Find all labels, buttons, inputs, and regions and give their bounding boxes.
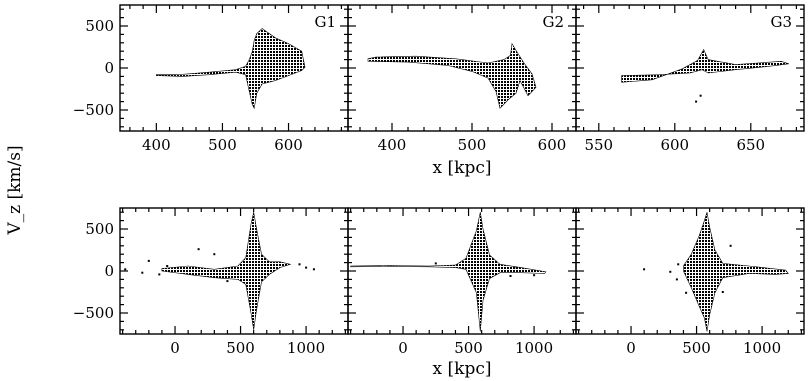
data-cloud xyxy=(683,212,789,332)
data-point xyxy=(677,263,680,266)
panels-group: 400 500 600 500 0 −500 G1 400 500 600 G2 550 600 650 G… xyxy=(73,4,805,379)
data-point xyxy=(141,271,144,274)
data-point xyxy=(533,274,536,277)
panel-label: G1 xyxy=(314,13,336,31)
panel-r1-c2: 400 500 600 G2 xyxy=(347,4,577,154)
data-point xyxy=(434,262,437,265)
data-point xyxy=(699,94,702,97)
panel-label: G2 xyxy=(542,13,564,31)
data-cloud xyxy=(350,212,547,332)
data-point xyxy=(166,265,169,267)
y-axis-label: V_z [km/s] xyxy=(5,145,25,235)
data-point xyxy=(509,275,512,277)
y-tick-label: 0 xyxy=(104,59,114,77)
panel-r1-c3: 550 600 650 G3 xyxy=(575,4,805,154)
data-point xyxy=(513,266,516,269)
x-tick-label: 550 xyxy=(584,136,613,154)
data-point xyxy=(675,278,678,281)
data-point xyxy=(197,248,200,251)
y-tick-label: −500 xyxy=(73,101,114,119)
y-tick-label: −500 xyxy=(73,304,114,322)
y-tick-label: 0 xyxy=(104,262,114,280)
data-point xyxy=(685,291,688,294)
x-tick-label: 400 xyxy=(142,136,171,154)
data-point xyxy=(312,268,315,271)
panel-r2-c3: 0 500 1000 xyxy=(575,207,805,357)
panel-r2-c2: 0 500 1000 xyxy=(347,207,577,357)
data-point xyxy=(729,244,732,247)
x-tick-label: 1000 xyxy=(743,339,781,357)
data-point xyxy=(158,273,161,276)
x-tick-label: 500 xyxy=(208,136,237,154)
x-tick-label: 0 xyxy=(626,339,636,357)
panel-r2-c1: 0 500 1000 500 0 −500 xyxy=(73,207,349,357)
x-tick-label: 500 xyxy=(454,339,483,357)
data-point xyxy=(124,268,127,271)
data-point xyxy=(213,253,216,256)
y-tick-label: 500 xyxy=(85,17,114,35)
data-point xyxy=(147,259,150,262)
data-cloud xyxy=(161,212,292,330)
data-point xyxy=(298,263,301,266)
x-axis-label-row-2: x [kpc] xyxy=(433,359,492,379)
data-point xyxy=(643,268,646,271)
x-tick-label: 600 xyxy=(538,136,567,154)
data-point xyxy=(226,280,229,283)
x-tick-label: 0 xyxy=(170,339,180,357)
data-point xyxy=(695,100,698,103)
x-tick-label: 600 xyxy=(274,136,303,154)
data-cloud xyxy=(156,28,306,110)
panel-label: G3 xyxy=(770,13,792,31)
data-point xyxy=(721,291,724,293)
x-tick-label: 1000 xyxy=(515,339,553,357)
data-point xyxy=(669,270,672,273)
x-tick-label: 650 xyxy=(736,136,765,154)
x-tick-label: 0 xyxy=(398,339,408,357)
data-cloud xyxy=(367,42,537,109)
x-tick-label: 500 xyxy=(226,339,255,357)
x-tick-label: 400 xyxy=(378,136,407,154)
y-tick-label: 500 xyxy=(85,220,114,238)
data-cloud xyxy=(621,48,789,83)
x-tick-label: 500 xyxy=(682,339,711,357)
x-tick-label: 600 xyxy=(660,136,689,154)
x-tick-label: 500 xyxy=(458,136,487,154)
panel-r1-c1: 400 500 600 500 0 −500 G1 xyxy=(73,4,349,154)
x-tick-label: 1000 xyxy=(287,339,325,357)
x-axis-label-row-1: x [kpc] xyxy=(433,158,492,178)
data-point xyxy=(305,266,308,269)
